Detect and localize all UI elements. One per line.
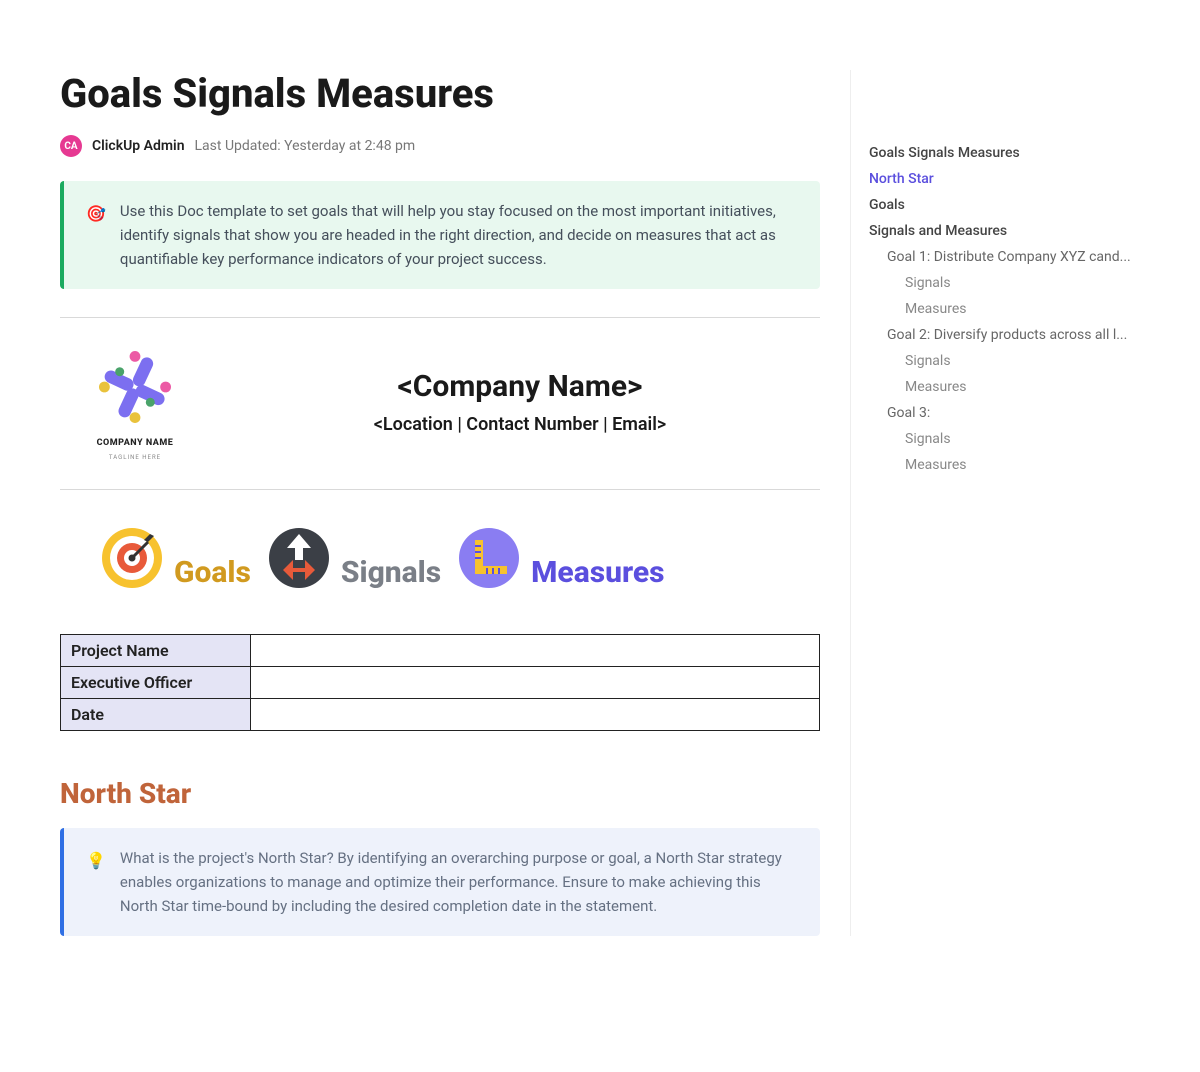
intro-callout: 🎯 Use this Doc template to set goals tha… xyxy=(60,181,820,289)
goals-badge: Goals xyxy=(100,526,251,590)
table-value[interactable] xyxy=(251,667,820,699)
outline-item[interactable]: Measures xyxy=(869,452,1131,478)
last-updated-label: Last Updated: Yesterday at 2:48 pm xyxy=(195,138,416,154)
measures-badge: Measures xyxy=(457,526,664,590)
logo-caption-main: COMPANY NAME xyxy=(97,438,174,448)
company-subline-placeholder[interactable]: <Location | Contact Number | Email> xyxy=(220,414,820,435)
north-star-heading: North Star xyxy=(60,777,820,810)
logo-caption-sub: TAGLINE HERE xyxy=(109,454,161,461)
page-title: Goals Signals Measures xyxy=(60,70,820,117)
author-avatar[interactable]: CA xyxy=(60,135,82,157)
table-row: Date xyxy=(61,699,820,731)
divider xyxy=(60,317,820,318)
outline-item[interactable]: Goals xyxy=(869,192,1131,218)
outline-item[interactable]: Measures xyxy=(869,296,1131,322)
company-name-placeholder[interactable]: <Company Name> xyxy=(220,369,820,404)
outline-item[interactable]: Measures xyxy=(869,374,1131,400)
goals-icon xyxy=(100,526,164,590)
author-name[interactable]: ClickUp Admin xyxy=(92,138,185,154)
outline-item[interactable]: Goal 1: Distribute Company XYZ cand... xyxy=(869,244,1131,270)
gsm-badges-row: Goals Signals xyxy=(60,514,820,598)
table-row: Project Name xyxy=(61,635,820,667)
signals-icon xyxy=(267,526,331,590)
table-label: Date xyxy=(61,699,251,731)
company-logo: COMPANY NAME TAGLINE HERE xyxy=(90,342,180,461)
company-block: COMPANY NAME TAGLINE HERE <Company Name>… xyxy=(60,342,820,461)
outline-item[interactable]: Goals Signals Measures xyxy=(869,140,1131,166)
measures-label: Measures xyxy=(531,555,664,590)
measures-icon xyxy=(457,526,521,590)
logo-icon xyxy=(90,342,180,432)
signals-label: Signals xyxy=(341,555,441,590)
target-icon: 🎯 xyxy=(86,201,106,271)
outline-item[interactable]: Signals xyxy=(869,348,1131,374)
table-label: Project Name xyxy=(61,635,251,667)
document-outline: Goals Signals Measures North Star Goals … xyxy=(850,70,1131,936)
north-star-callout-text: What is the project's North Star? By ide… xyxy=(120,846,798,918)
table-row: Executive Officer xyxy=(61,667,820,699)
table-value[interactable] xyxy=(251,699,820,731)
outline-item[interactable]: Goal 2: Diversify products across all l.… xyxy=(869,322,1131,348)
signals-badge: Signals xyxy=(267,526,441,590)
table-value[interactable] xyxy=(251,635,820,667)
outline-item[interactable]: Signals xyxy=(869,270,1131,296)
outline-item[interactable]: Goal 3: xyxy=(869,400,1131,426)
meta-row: CA ClickUp Admin Last Updated: Yesterday… xyxy=(60,135,820,157)
outline-item[interactable]: North Star xyxy=(869,166,1131,192)
goals-label: Goals xyxy=(174,555,251,590)
project-info-table: Project Name Executive Officer Date xyxy=(60,634,820,731)
outline-item[interactable]: Signals and Measures xyxy=(869,218,1131,244)
outline-item[interactable]: Signals xyxy=(869,426,1131,452)
table-label: Executive Officer xyxy=(61,667,251,699)
intro-callout-text: Use this Doc template to set goals that … xyxy=(120,199,798,271)
bulb-icon: 💡 xyxy=(86,848,106,918)
divider xyxy=(60,489,820,490)
north-star-callout: 💡 What is the project's North Star? By i… xyxy=(60,828,820,936)
main-content: Goals Signals Measures CA ClickUp Admin … xyxy=(60,70,820,936)
